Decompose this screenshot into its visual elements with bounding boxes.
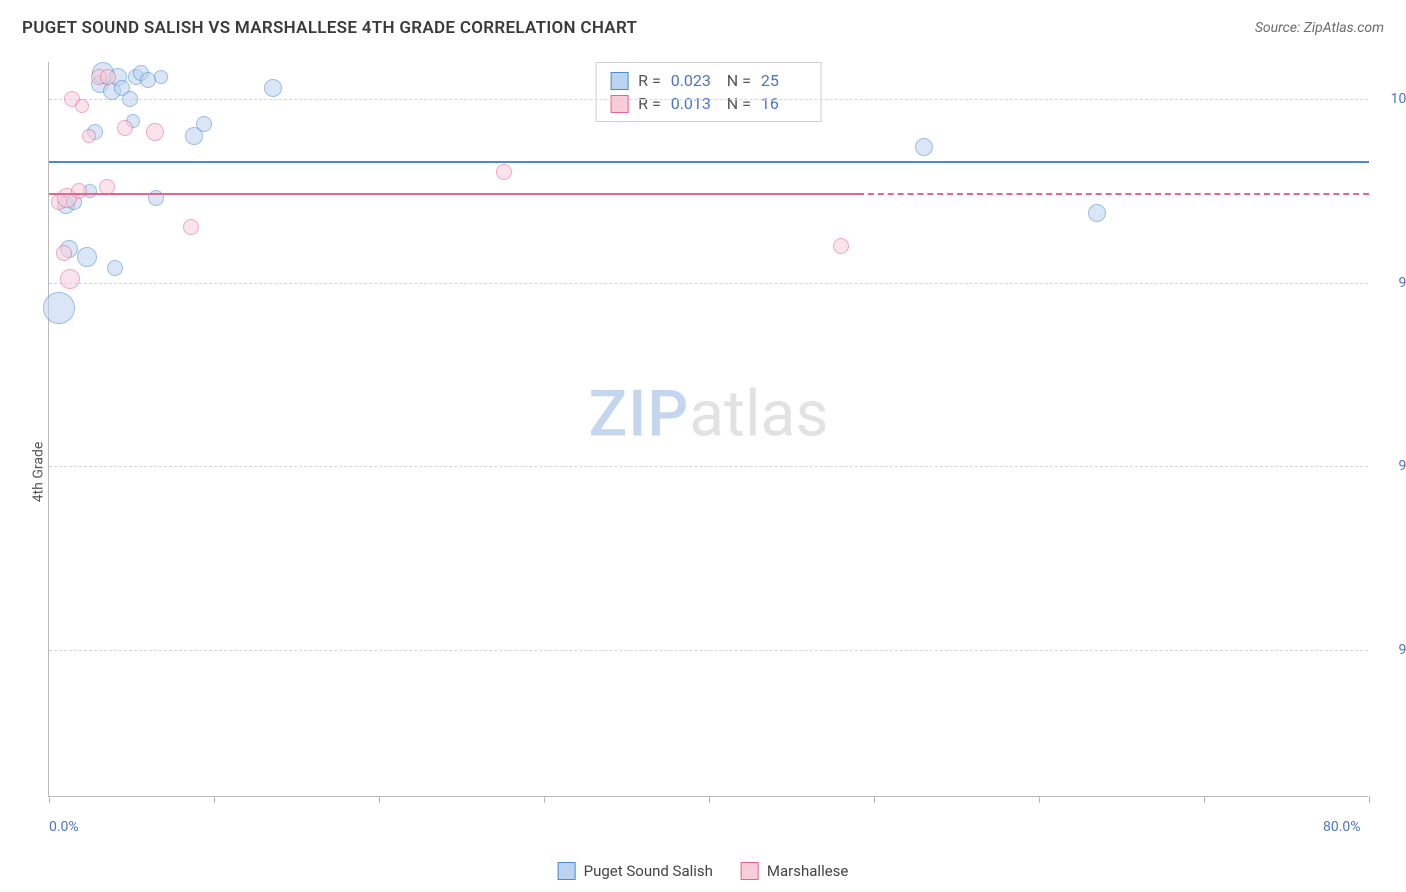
n-value-salish: 25 xyxy=(761,71,807,90)
r-value-marshallese: 0.013 xyxy=(671,94,717,113)
data-point-salish xyxy=(915,138,933,156)
data-point-marshallese xyxy=(496,164,512,180)
xtick xyxy=(1369,796,1370,803)
swatch-salish xyxy=(610,72,628,90)
gridline xyxy=(49,650,1368,651)
data-point-salish xyxy=(264,79,282,97)
data-point-salish xyxy=(77,247,97,267)
watermark: ZIPatlas xyxy=(589,377,829,452)
data-point-salish xyxy=(43,292,75,324)
legend-item-salish: Puget Sound Salish xyxy=(558,862,713,880)
legend-item-marshallese: Marshallese xyxy=(741,862,848,880)
n-label: N = xyxy=(727,71,751,90)
xtick xyxy=(874,796,875,803)
data-point-marshallese xyxy=(75,99,89,113)
swatch-salish xyxy=(558,862,576,880)
y-axis-label: 4th Grade xyxy=(30,442,46,503)
data-point-salish xyxy=(1088,204,1106,222)
watermark-zip: ZIP xyxy=(589,377,690,452)
data-point-marshallese xyxy=(146,123,164,141)
xtick xyxy=(544,796,545,803)
r-value-salish: 0.023 xyxy=(671,71,717,90)
swatch-marshallese xyxy=(741,862,759,880)
legend-row-marshallese: R = 0.013 N = 16 xyxy=(610,92,807,115)
legend-row-salish: R = 0.023 N = 25 xyxy=(610,69,807,92)
data-point-salish xyxy=(107,260,123,276)
data-point-marshallese xyxy=(117,120,133,136)
data-point-salish xyxy=(122,91,138,107)
data-point-marshallese xyxy=(56,245,72,261)
xtick xyxy=(49,796,50,803)
data-point-marshallese xyxy=(71,183,87,199)
data-point-salish xyxy=(196,116,212,132)
xtick-label: 80.0% xyxy=(1323,819,1361,835)
data-point-marshallese xyxy=(183,219,199,235)
data-point-marshallese xyxy=(82,129,96,143)
source-attribution: Source: ZipAtlas.com xyxy=(1255,20,1384,36)
plot-area: ZIPatlas R = 0.023 N = 25 R = 0.013 N = … xyxy=(48,62,1368,797)
legend-label-salish: Puget Sound Salish xyxy=(584,862,713,880)
xtick-label: 0.0% xyxy=(49,819,79,835)
xtick xyxy=(1039,796,1040,803)
r-label: R = xyxy=(638,94,661,113)
series-legend: Puget Sound Salish Marshallese xyxy=(558,862,849,880)
gridline xyxy=(49,99,1368,100)
trendline-salish xyxy=(49,161,1369,163)
legend-label-marshallese: Marshallese xyxy=(767,862,848,880)
chart-container: 4th Grade ZIPatlas R = 0.023 N = 25 R = … xyxy=(0,52,1406,892)
xtick xyxy=(709,796,710,803)
xtick xyxy=(379,796,380,803)
data-point-marshallese xyxy=(60,269,80,289)
ytick-label: 92.5% xyxy=(1376,642,1406,658)
xtick xyxy=(214,796,215,803)
n-label: N = xyxy=(727,94,751,113)
trendline-dash-marshallese xyxy=(858,193,1370,195)
swatch-marshallese xyxy=(610,95,628,113)
ytick-label: 95.0% xyxy=(1376,458,1406,474)
gridline xyxy=(49,466,1368,467)
ytick-label: 97.5% xyxy=(1376,275,1406,291)
correlation-legend: R = 0.023 N = 25 R = 0.013 N = 16 xyxy=(595,62,822,122)
chart-title: PUGET SOUND SALISH VS MARSHALLESE 4TH GR… xyxy=(22,18,637,38)
data-point-marshallese xyxy=(833,238,849,254)
r-label: R = xyxy=(638,71,661,90)
ytick-label: 100.0% xyxy=(1376,91,1406,107)
trendline-marshallese xyxy=(49,193,858,195)
n-value-marshallese: 16 xyxy=(761,94,807,113)
data-point-salish xyxy=(154,70,168,84)
data-point-marshallese xyxy=(100,69,116,85)
gridline xyxy=(49,283,1368,284)
watermark-atlas: atlas xyxy=(689,377,828,452)
xtick xyxy=(1204,796,1205,803)
